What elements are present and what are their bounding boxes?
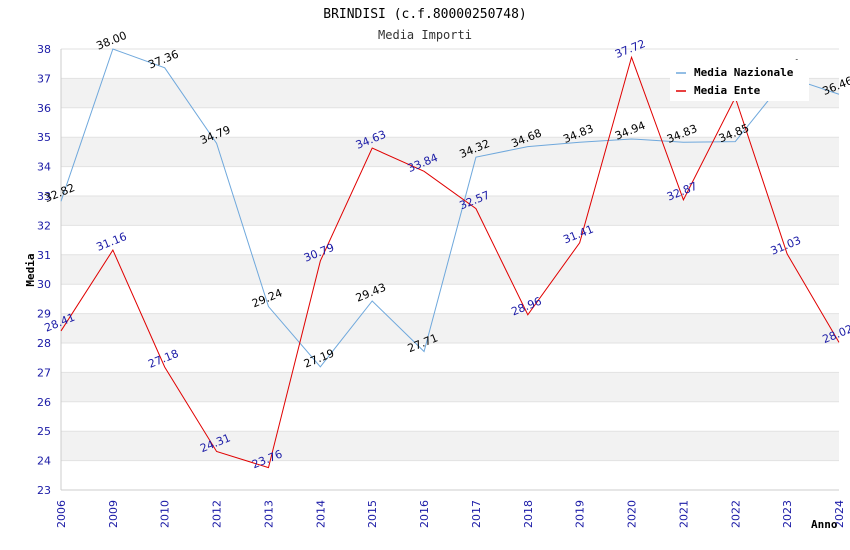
data-label: 29.24: [250, 286, 284, 310]
x-tick-label: 2016: [418, 500, 431, 528]
grid-band: [61, 196, 839, 226]
legend: Media Nazionale Media Ente: [670, 60, 809, 101]
grid-band: [61, 431, 839, 461]
legend-label-media-nazionale: Media Nazionale: [694, 66, 794, 79]
x-tick-label: 2022: [729, 500, 742, 528]
grid-bands: [61, 78, 839, 461]
data-label: 37.36: [146, 48, 180, 72]
x-tick-label: 2012: [211, 500, 224, 528]
x-tick-label: 2006: [55, 500, 68, 528]
series-lines: [60, 48, 840, 469]
x-tick-label: 2009: [107, 500, 120, 528]
y-axis-label: Media: [24, 253, 37, 286]
y-tick-label: 38: [37, 43, 51, 56]
legend-label-media-ente: Media Ente: [694, 84, 761, 97]
y-tick-label: 23: [37, 484, 51, 497]
x-ticks: 2006 2009 2010 2012 2013 2014 2015 2016 2017 2018…: [55, 500, 846, 528]
grid-band: [61, 372, 839, 402]
y-tick-label: 37: [37, 72, 51, 85]
y-tick-label: 34: [37, 161, 51, 174]
data-label: 31.03: [769, 234, 803, 258]
y-tick-label: 25: [37, 425, 51, 438]
y-tick-label: 28: [37, 337, 51, 350]
x-tick-label: 2017: [470, 500, 483, 528]
y-tick-label: 26: [37, 396, 51, 409]
y-tick-label: 29: [37, 308, 51, 321]
grid-band: [61, 313, 839, 343]
chart-subtitle: Media Importi: [378, 28, 472, 42]
y-ticks: 23 24 25 26 27 28 29 30 31 32 33 34 35 36 37 38: [37, 43, 51, 497]
x-tick-label: 2023: [781, 500, 794, 528]
series-line-media-nazionale: [60, 48, 840, 368]
x-tick-label: 2020: [626, 500, 639, 528]
x-tick-label: 2018: [522, 500, 535, 528]
data-label: 37.72: [613, 37, 647, 61]
data-label: 31.41: [561, 223, 595, 247]
x-tick-label: 2010: [159, 500, 172, 528]
x-tick-label: 2024: [833, 500, 846, 528]
data-label: 27.18: [146, 347, 180, 371]
x-tick-label: 2021: [677, 500, 690, 528]
axes: [60, 49, 839, 491]
x-tick-label: 2015: [366, 500, 379, 528]
grid-band: [61, 254, 839, 285]
chart-title: BRINDISI (c.f.80000250748): [323, 7, 527, 22]
data-label: 27.19: [302, 347, 336, 371]
x-tick-label: 2014: [314, 500, 327, 528]
y-tick-label: 31: [37, 249, 51, 262]
x-tick-label: 2013: [262, 500, 275, 528]
y-tick-label: 35: [37, 131, 51, 144]
series-line-media-ente: [60, 55, 840, 469]
x-tick-label: 2019: [574, 500, 587, 528]
y-tick-label: 32: [37, 219, 51, 232]
data-label: 31.16: [95, 230, 129, 254]
y-tick-label: 27: [37, 366, 51, 379]
y-tick-label: 30: [37, 278, 51, 291]
legend-box: [670, 60, 809, 101]
y-tick-label: 33: [37, 190, 51, 203]
y-tick-label: 24: [37, 455, 51, 468]
y-tick-label: 36: [37, 102, 51, 115]
x-axis-label: Anno: [811, 518, 838, 531]
